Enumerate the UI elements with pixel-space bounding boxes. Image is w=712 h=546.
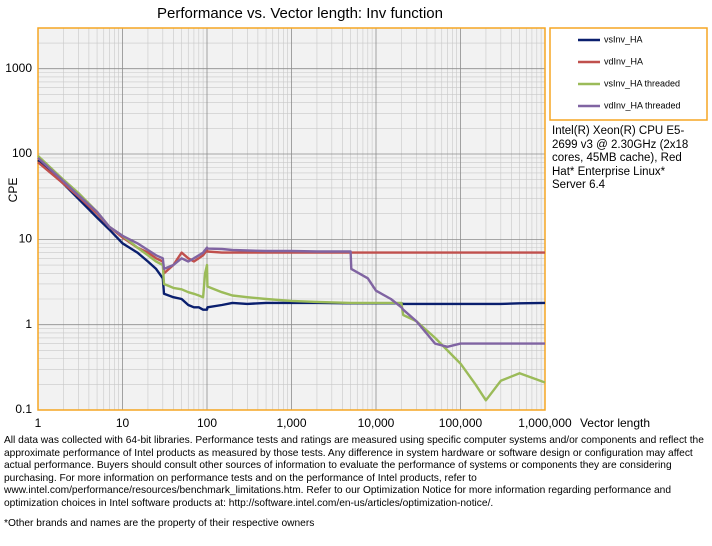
- x-tick-label: 1,000,000: [518, 416, 572, 430]
- x-tick-label: 100: [197, 416, 217, 430]
- chart: Performance vs. Vector length: Inv funct…: [5, 5, 708, 430]
- x-tick-label: 100,000: [439, 416, 483, 430]
- y-tick-label: 1: [25, 317, 32, 331]
- legend-label: vsInv_HA threaded: [604, 78, 680, 88]
- x-tick-label: 10: [116, 416, 130, 430]
- legend-label: vdInv_HA: [604, 56, 643, 66]
- y-tick-label: 10: [19, 232, 33, 246]
- x-tick-label: 1: [35, 416, 42, 430]
- y-tick-label: 1000: [5, 61, 32, 75]
- y-tick-label: 0.1: [15, 402, 32, 416]
- chart-title: Performance vs. Vector length: Inv funct…: [157, 5, 443, 22]
- x-tick-label: 1,000: [276, 416, 306, 430]
- legend-label: vdInv_HA threaded: [604, 100, 681, 110]
- y-axis-label: CPE: [6, 178, 20, 203]
- plot-border: [37, 27, 546, 411]
- line-series: [37, 157, 545, 348]
- footnote: All data was collected with 64-bit libra…: [4, 435, 704, 509]
- x-tick-label: 10,000: [358, 416, 395, 430]
- footnote-2: *Other brands and names are the property…: [4, 518, 315, 529]
- line-series: [37, 155, 546, 402]
- legend-box: [549, 27, 708, 121]
- x-axis-label: Vector length: [580, 416, 650, 430]
- annotation: Intel(R) Xeon(R) CPU E5-2699 v3 @ 2.30GH…: [552, 125, 689, 191]
- y-tick-label: 100: [12, 146, 32, 160]
- line-series: [37, 159, 546, 311]
- line-series: [37, 161, 545, 275]
- legend-label: vsInv_HA: [604, 34, 643, 44]
